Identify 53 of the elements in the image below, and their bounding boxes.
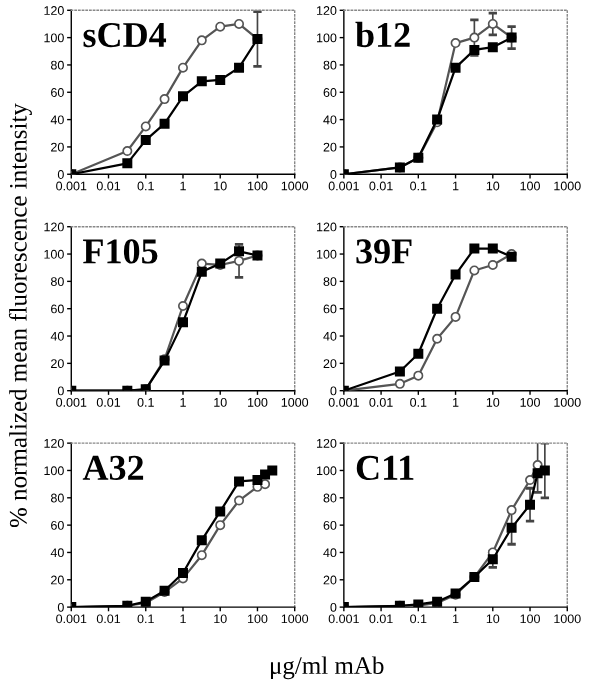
point bbox=[140, 121, 151, 132]
point bbox=[140, 135, 151, 146]
point bbox=[394, 366, 405, 377]
point bbox=[234, 495, 245, 506]
point bbox=[215, 74, 226, 85]
point bbox=[487, 42, 498, 53]
point bbox=[450, 311, 461, 322]
chart-title: F105 bbox=[83, 239, 158, 264]
x-axis-title: μg/ml mAb bbox=[270, 656, 384, 680]
point bbox=[122, 158, 133, 169]
point bbox=[159, 118, 170, 129]
point bbox=[450, 62, 461, 73]
chart-title: 39F bbox=[356, 239, 412, 264]
chart-title: sCD4 bbox=[83, 22, 167, 48]
chart-title: A32 bbox=[82, 455, 144, 481]
point bbox=[413, 370, 424, 381]
point bbox=[177, 62, 188, 73]
point bbox=[234, 62, 245, 73]
chart-title: C11 bbox=[356, 455, 414, 481]
point bbox=[196, 76, 207, 87]
point bbox=[252, 475, 263, 486]
point bbox=[469, 243, 480, 254]
point bbox=[234, 18, 245, 29]
point bbox=[487, 18, 498, 29]
point bbox=[413, 348, 424, 359]
point bbox=[177, 300, 188, 311]
point bbox=[215, 21, 226, 32]
point bbox=[469, 32, 480, 43]
point bbox=[122, 146, 133, 157]
point bbox=[215, 506, 226, 517]
point bbox=[177, 91, 188, 102]
point bbox=[506, 522, 517, 533]
chart-title: b12 bbox=[355, 21, 410, 48]
y-axis-title: % normalized mean fluorescence intensity bbox=[8, 103, 32, 528]
point bbox=[394, 378, 405, 389]
point bbox=[215, 520, 226, 531]
point bbox=[177, 317, 188, 328]
point bbox=[234, 255, 245, 266]
point bbox=[450, 269, 461, 280]
point bbox=[177, 567, 188, 578]
point bbox=[234, 476, 245, 487]
point bbox=[196, 550, 207, 561]
point bbox=[487, 259, 498, 270]
point bbox=[450, 38, 461, 49]
point bbox=[525, 499, 536, 510]
point bbox=[159, 94, 170, 105]
point bbox=[196, 266, 207, 277]
point bbox=[196, 35, 207, 46]
point bbox=[469, 265, 480, 276]
point bbox=[487, 243, 498, 254]
point bbox=[432, 333, 443, 344]
point bbox=[432, 303, 443, 314]
point bbox=[196, 535, 207, 546]
